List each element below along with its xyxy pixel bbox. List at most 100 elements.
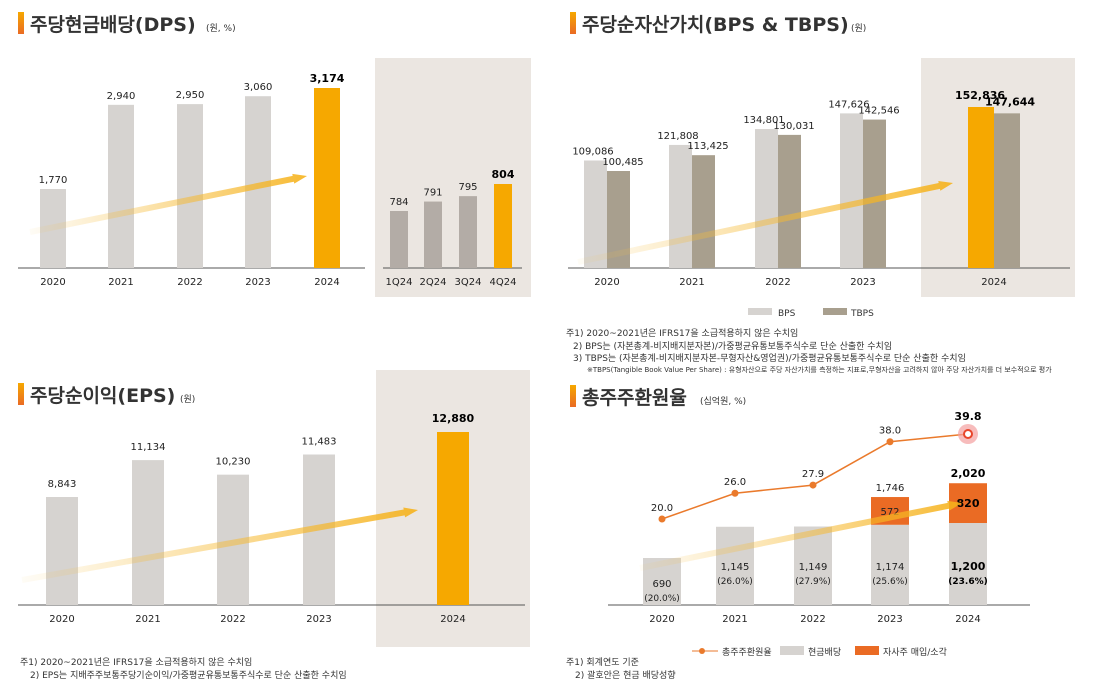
bps-growth-arrow-icon <box>577 180 953 265</box>
dps-value-label: 1,770 <box>39 175 68 186</box>
eps-note-1: 주1) 2020~2021년은 IFRS17을 소급적용하지 않은 수치임 <box>20 656 252 668</box>
eps-bar-2021 <box>132 460 164 605</box>
legend-buyback-swatch <box>855 646 879 655</box>
title-marker-icon <box>570 12 576 34</box>
tsr-x-label: 2024 <box>955 614 980 625</box>
dps-value-label: 2,950 <box>176 90 205 101</box>
cash-dividend-value-label: 690 <box>652 579 671 590</box>
dps-x-label: 2021 <box>108 277 133 288</box>
tbps-bar-2024 <box>994 113 1020 268</box>
cash-dividend-bar-2024 <box>949 523 987 605</box>
quarter-x-label: 2Q24 <box>420 277 447 288</box>
tsr-rate-point <box>963 429 973 439</box>
quarter-x-label: 4Q24 <box>490 277 517 288</box>
tsr-growth-arrow-icon <box>639 500 962 571</box>
bps-value-label: 121,808 <box>657 131 698 142</box>
quarter-x-label: 3Q24 <box>455 277 482 288</box>
dps-bar-2022 <box>177 104 203 269</box>
dps-x-label: 2022 <box>177 277 202 288</box>
cash-dividend-bar-2023 <box>871 524 909 605</box>
tbps-value-label: 100,485 <box>602 157 643 168</box>
tbps-value-label: 113,425 <box>687 141 728 152</box>
cash-dividend-value-label: 1,145 <box>721 562 750 573</box>
tbps-value-label: 130,031 <box>773 121 814 132</box>
bps-bar-2022 <box>755 129 778 268</box>
legend-tbps: TBPS <box>850 309 874 319</box>
quarter-value-label: 784 <box>389 197 408 208</box>
dps-value-label: 2,940 <box>107 91 136 102</box>
cash-dividend-value-label: 1,149 <box>799 562 828 573</box>
dps-growth-arrow-icon <box>29 173 308 235</box>
bps-x-label: 2024 <box>981 277 1006 288</box>
eps-x-label: 2024 <box>440 614 465 625</box>
tsr-x-label: 2021 <box>722 614 747 625</box>
bps-note-4: ※TBPS(Tangible Book Value Per Share) : 유… <box>587 365 1052 374</box>
tsr-note-1: 주1) 회계연도 기준 <box>566 656 639 668</box>
eps-x-label: 2020 <box>49 614 74 625</box>
bps-title: 주당순자산가치(BPS & TBPS) <box>582 14 849 36</box>
quarter-bar-4Q24 <box>494 184 512 268</box>
dps-value-label: 3,060 <box>244 82 273 93</box>
buyback-value-label: 820 <box>957 497 980 510</box>
bps-bar-2020 <box>584 160 607 268</box>
bps-bar-2021 <box>669 144 692 268</box>
eps-value-label: 10,230 <box>216 457 251 468</box>
bps-x-label: 2020 <box>594 277 619 288</box>
eps-x-label: 2023 <box>306 614 331 625</box>
eps-unit: (원) <box>180 394 195 405</box>
tsr-rate-label: 39.8 <box>954 410 981 423</box>
legend-buyback: 자사주 매입/소각 <box>883 646 947 658</box>
title-marker-icon <box>18 383 24 405</box>
dps-value-label: 3,174 <box>310 72 345 85</box>
bps-value-label: 147,626 <box>828 99 869 110</box>
tsr-x-label: 2020 <box>649 614 674 625</box>
tbps-value-label: 147,644 <box>985 95 1035 108</box>
quarter-bar-3Q24 <box>459 196 477 268</box>
tsr-rate-point <box>809 481 817 489</box>
bps-x-label: 2023 <box>850 277 875 288</box>
payout-ratio-label: (25.6%) <box>872 577 908 587</box>
dps-bar-2024 <box>314 88 340 268</box>
legend-cash-swatch <box>780 646 804 655</box>
tbps-bar-2020 <box>607 171 630 268</box>
dps-bar-2021 <box>108 104 134 268</box>
dps-title: 주당현금배당(DPS) <box>30 14 196 36</box>
eps-value-label: 8,843 <box>48 479 77 490</box>
quarter-value-label: 791 <box>423 188 442 199</box>
dps-x-label: 2024 <box>314 277 339 288</box>
bps-unit: (원) <box>851 23 866 34</box>
tbps-bar-2022 <box>778 134 801 268</box>
bps-x-label: 2021 <box>679 277 704 288</box>
quarter-bar-1Q24 <box>390 211 408 268</box>
dps-x-label: 2020 <box>40 277 65 288</box>
eps-x-label: 2021 <box>135 614 160 625</box>
bps-note-1: 주1) 2020~2021년은 IFRS17을 소급적용하지 않은 수치임 <box>566 327 798 339</box>
tsr-rate-label: 26.0 <box>724 477 746 488</box>
bps-value-label: 109,086 <box>572 146 613 157</box>
payout-ratio-label: (27.9%) <box>795 577 831 587</box>
total-return-label: 1,746 <box>876 483 905 494</box>
tsr-x-label: 2022 <box>800 614 825 625</box>
legend-bps: BPS <box>778 309 796 319</box>
bps-value-label: 134,801 <box>743 115 784 126</box>
tbps-value-label: 142,546 <box>858 106 899 117</box>
payout-ratio-label: (26.0%) <box>717 577 753 587</box>
quarter-value-label: 795 <box>458 182 477 193</box>
cash-dividend-value-label: 1,200 <box>951 560 986 573</box>
tsr-x-label: 2023 <box>877 614 902 625</box>
dps-unit: (원, %) <box>206 23 236 34</box>
eps-x-label: 2022 <box>220 614 245 625</box>
tbps-bar-2021 <box>692 155 715 268</box>
payout-ratio-label: (20.0%) <box>644 594 680 604</box>
tsr-rate-label: 38.0 <box>879 426 901 437</box>
eps-value-label: 12,880 <box>432 412 475 425</box>
bps-x-label: 2022 <box>765 277 790 288</box>
legend-tsr-rate: 총주주환원율 <box>722 646 772 658</box>
tsr-rate-label: 20.0 <box>651 503 673 514</box>
bps-bar-2023 <box>840 113 863 268</box>
quarter-bar-2Q24 <box>424 201 442 268</box>
title-marker-icon <box>570 385 576 407</box>
tsr-rate-point <box>886 438 894 446</box>
quarter-x-label: 1Q24 <box>386 277 413 288</box>
total-return-label: 2,020 <box>951 467 986 480</box>
